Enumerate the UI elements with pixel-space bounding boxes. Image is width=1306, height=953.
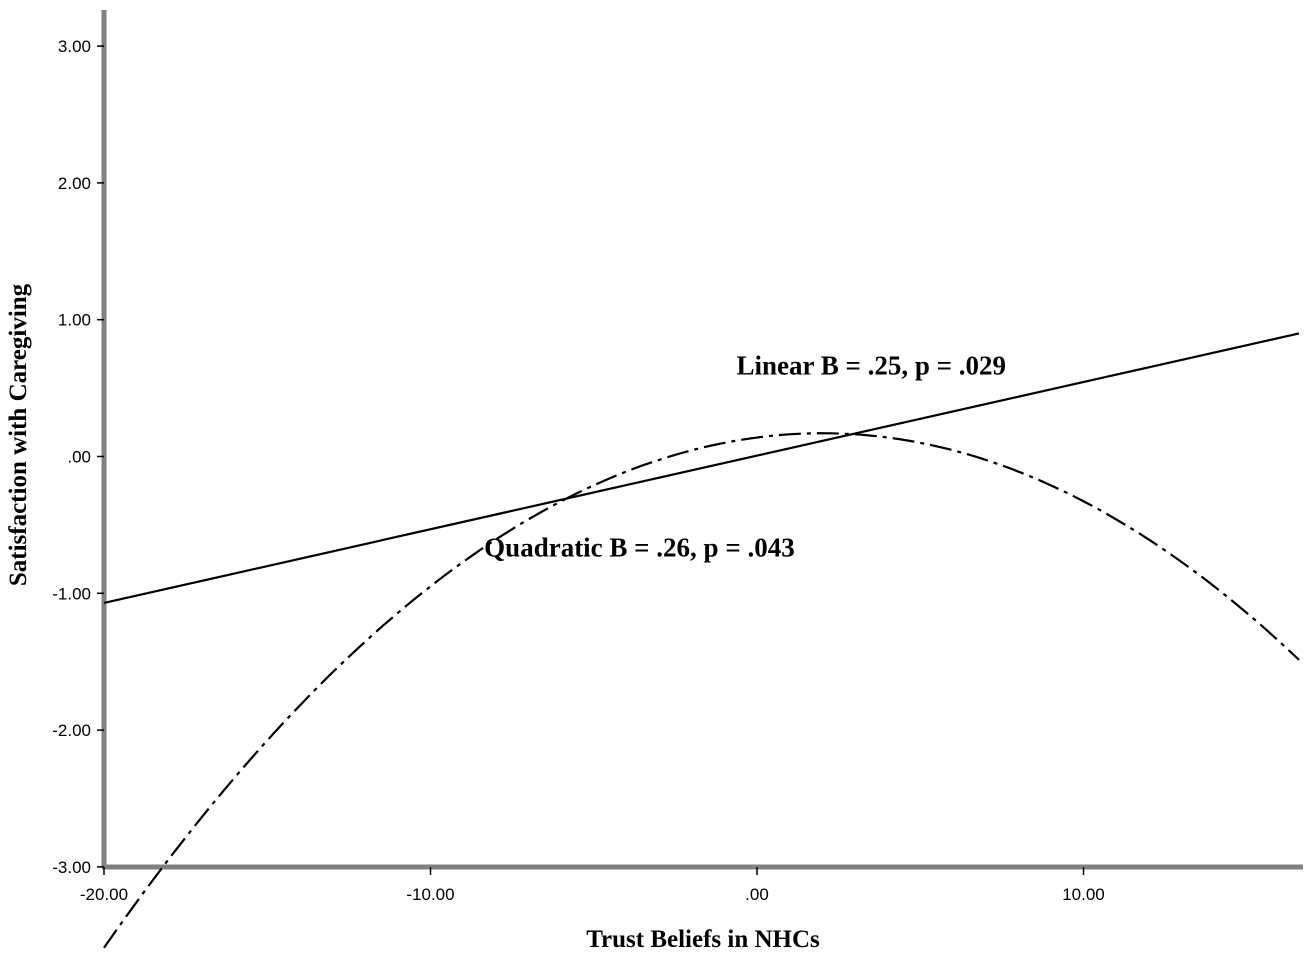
annotations: Linear B = .25, p = .029 Quadratic B = .2…	[484, 350, 1006, 562]
linear-annotation: Linear B = .25, p = .029	[736, 350, 1006, 380]
y-tick-label: -3.00	[52, 858, 91, 877]
x-tick-label: -20.00	[80, 885, 128, 904]
x-ticks: -20.00 -10.00 .00 10.00	[80, 867, 1105, 904]
quadratic-annotation: Quadratic B = .26, p = .043	[484, 532, 795, 562]
y-ticks: -3.00 -2.00 -1.00 .00 1.00 2.00 3.00	[52, 37, 104, 877]
y-tick-label: 2.00	[58, 174, 91, 193]
quadratic-fit-line	[103, 432, 1300, 949]
y-tick-label: .00	[67, 448, 91, 467]
axes	[101, 10, 1303, 870]
y-tick-label: 1.00	[58, 311, 91, 330]
y-tick-label: -1.00	[52, 584, 91, 603]
linear-fit-line	[103, 332, 1300, 604]
y-tick-label: 3.00	[58, 37, 91, 56]
y-axis-title: Satisfaction with Caregiving	[5, 283, 32, 586]
x-axis-title: Trust Beliefs in NHCs	[586, 926, 820, 953]
x-tick-label: 10.00	[1062, 885, 1105, 904]
x-tick-label: -10.00	[406, 885, 454, 904]
x-tick-label: .00	[745, 885, 769, 904]
series-group	[103, 332, 1300, 949]
y-tick-label: -2.00	[52, 721, 91, 740]
